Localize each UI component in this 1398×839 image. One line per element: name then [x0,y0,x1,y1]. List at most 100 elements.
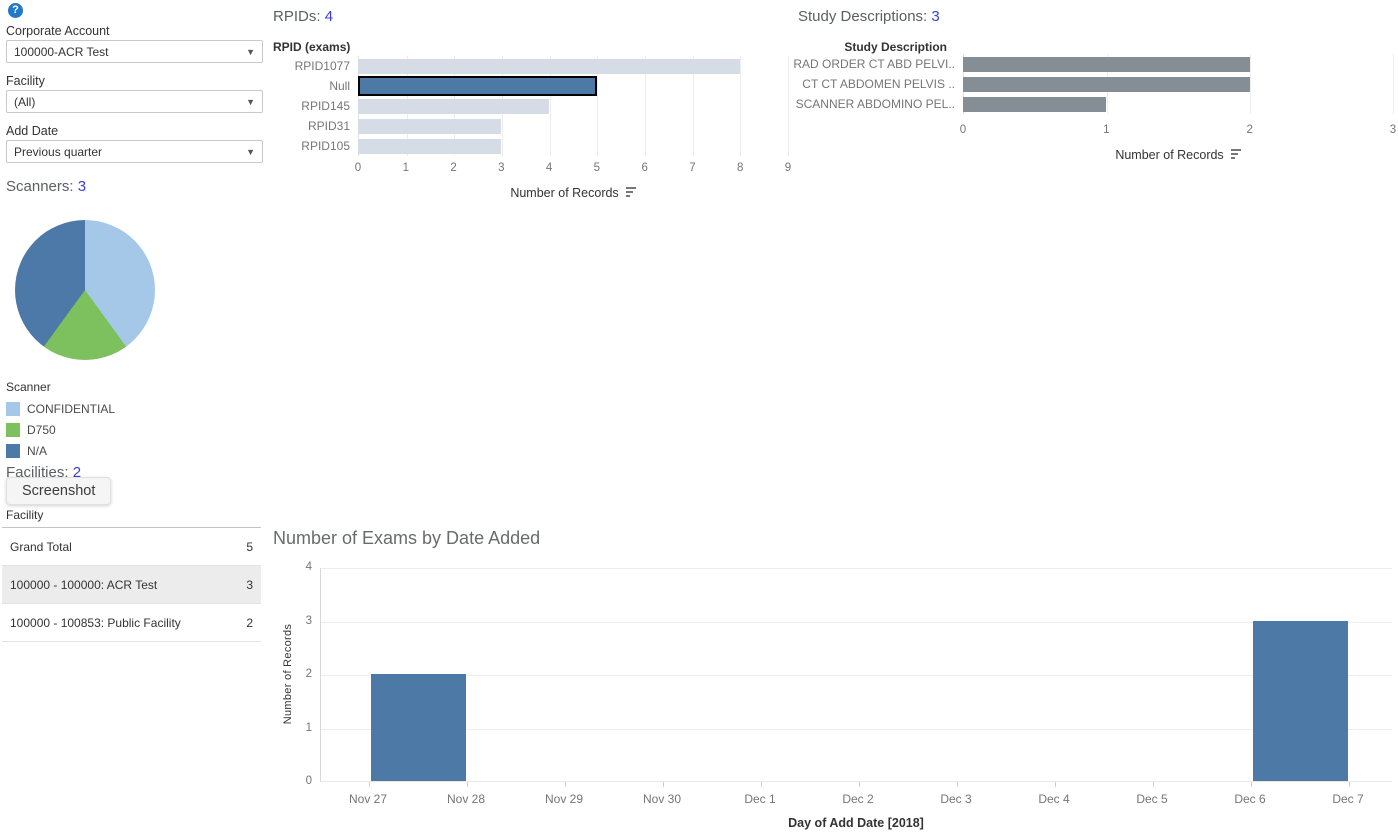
study-x-axis-title: Number of Records [963,148,1393,162]
x-tick-label: 3 [498,162,505,174]
date-chart-plot [320,568,1392,787]
legend-label: CONFIDENTIAL [27,401,116,416]
facilities-title: Facilities: 2 [6,464,82,481]
y-tick-label: 3 [305,614,312,627]
scanners-count-link[interactable]: 3 [77,178,87,195]
x-tick-label: 1 [402,162,409,174]
x-tick-label: 0 [959,124,967,136]
add-date-dropdown[interactable]: Previous quarter ▼ [6,140,263,163]
scanner-legend: CONFIDENTIAL D750 N/A [6,398,115,461]
y-tick-label: 0 [305,775,312,787]
bar[interactable] [963,96,1107,112]
bar-category-label: RPID145 [301,99,350,113]
bar[interactable] [371,674,466,781]
facility-label: Facility [6,74,45,88]
facility-table-row[interactable]: Grand Total 5 [2,528,261,566]
facility-value: (All) [14,94,36,109]
bar[interactable] [358,118,502,134]
rpids-panel-title: RPIDs: 4 [273,8,334,25]
x-tick-label: Dec 5 [1136,792,1168,806]
exams-by-date-title: Number of Exams by Date Added [273,528,541,548]
y-tick-label: 1 [305,721,312,734]
sort-icon[interactable] [625,187,636,197]
bar-row: RPID105 [265,136,788,156]
x-tick-label: Dec 4 [1038,792,1070,806]
filter-sidebar: ? Corporate Account 100000-ACR Test ▼ Fa… [0,0,265,839]
legend-label: N/A [27,443,48,458]
chevron-down-icon: ▼ [246,146,255,157]
help-icon[interactable]: ? [8,3,23,18]
bar-category-label: SCANNER ABDOMINO PEL.. [795,97,955,111]
facility-row-label: 100000 - 100853: Public Facility [10,615,181,630]
x-tick-label: 8 [737,162,744,174]
facility-row-label: 100000 - 100000: ACR Test [10,577,158,592]
x-tick-label: Dec 2 [842,792,874,806]
bar[interactable] [963,56,1250,72]
legend-swatch [6,401,20,416]
x-axis-title: Day of Add Date [2018] [788,816,924,830]
x-tick-label: 5 [593,162,601,174]
study-count-link[interactable]: 3 [931,8,940,25]
corporate-account-dropdown[interactable]: 100000-ACR Test ▼ [6,40,263,63]
legend-item[interactable]: N/A [6,440,115,461]
x-tick-label: Nov 27 [348,792,388,806]
legend-swatch [6,422,20,437]
bar[interactable] [358,98,550,114]
x-tick-label: Dec 6 [1234,792,1266,806]
screenshot-button[interactable]: Screenshot [6,477,112,505]
rpids-count-link[interactable]: 4 [324,8,334,25]
facility-table-header: Facility [2,506,261,528]
bar-category-label: RPID105 [301,139,350,153]
chevron-down-icon: ▼ [246,46,255,57]
legend-item[interactable]: CONFIDENTIAL [6,398,115,419]
bar-row: Null [265,76,788,96]
bar-row: RAD ORDER CT ABD PELVI.. [790,54,1393,74]
x-tick-label: 4 [545,162,553,174]
facility-row-value: 3 [246,577,253,592]
x-tick-label: 9 [784,162,792,174]
rpids-bar-chart: RPID (exams) RPID1077 Null RPID145 RPID31 RP… [265,40,792,220]
x-tick-label: 2 [1246,124,1253,136]
bar-row: RPID31 [265,116,788,136]
bar-row: RPID145 [265,96,788,116]
bar[interactable] [358,58,741,74]
y-tick-label: 2 [305,668,312,680]
scanner-pie-chart[interactable] [15,220,155,360]
chevron-down-icon: ▼ [246,96,255,107]
add-date-label: Add Date [6,124,59,138]
facility-dropdown[interactable]: (All) ▼ [6,90,263,113]
x-tick-label: 2 [450,162,457,174]
corporate-account-value: 100000-ACR Test [14,44,109,59]
bar[interactable] [963,76,1250,92]
bar-category-label: RPID31 [307,119,350,133]
facility-table-row[interactable]: 100000 - 100853: Public Facility 2 [2,604,261,642]
x-tick-label: 6 [641,162,648,174]
rpids-x-axis-title: Number of Records [358,186,788,200]
x-tick-label: Dec 1 [744,792,776,806]
x-tick-label: Dec 7 [1332,792,1364,806]
legend-item[interactable]: D750 [6,419,115,440]
bar-category-label: RAD ORDER CT ABD PELVI.. [793,57,955,71]
legend-label: D750 [27,422,56,437]
sort-icon[interactable] [1230,149,1241,159]
add-date-value: Previous quarter [14,144,103,159]
bar-category-label: CT CT ABDOMEN PELVIS .. [802,77,955,91]
study-panel-title: Study Descriptions: 3 [798,8,940,25]
study-bar-chart: Study Description RAD ORDER CT ABD PELVI… [790,40,1398,180]
facilities-count-link[interactable]: 2 [72,464,82,481]
study-column-header: Study Description [844,40,947,54]
rpids-column-header: RPID (exams) [273,40,351,54]
facility-table-row[interactable]: 100000 - 100000: ACR Test 3 [2,566,261,604]
bar[interactable] [358,76,597,96]
bar[interactable] [358,138,502,154]
bar-row: CT CT ABDOMEN PELVIS .. [790,74,1393,94]
x-tick-label: Nov 30 [642,792,682,806]
x-tick-label: 7 [689,162,696,174]
x-tick-label: 3 [1389,124,1397,136]
facility-row-value: 2 [246,615,253,630]
legend-swatch [6,443,20,458]
facility-table-rows: Grand Total 5 100000 - 100000: ACR Test 3 10… [2,528,261,642]
bar[interactable] [1253,620,1348,781]
bar-category-label: Null [329,79,350,93]
exams-by-date-chart: Number of Exams by Date Added Number of … [265,520,1398,839]
